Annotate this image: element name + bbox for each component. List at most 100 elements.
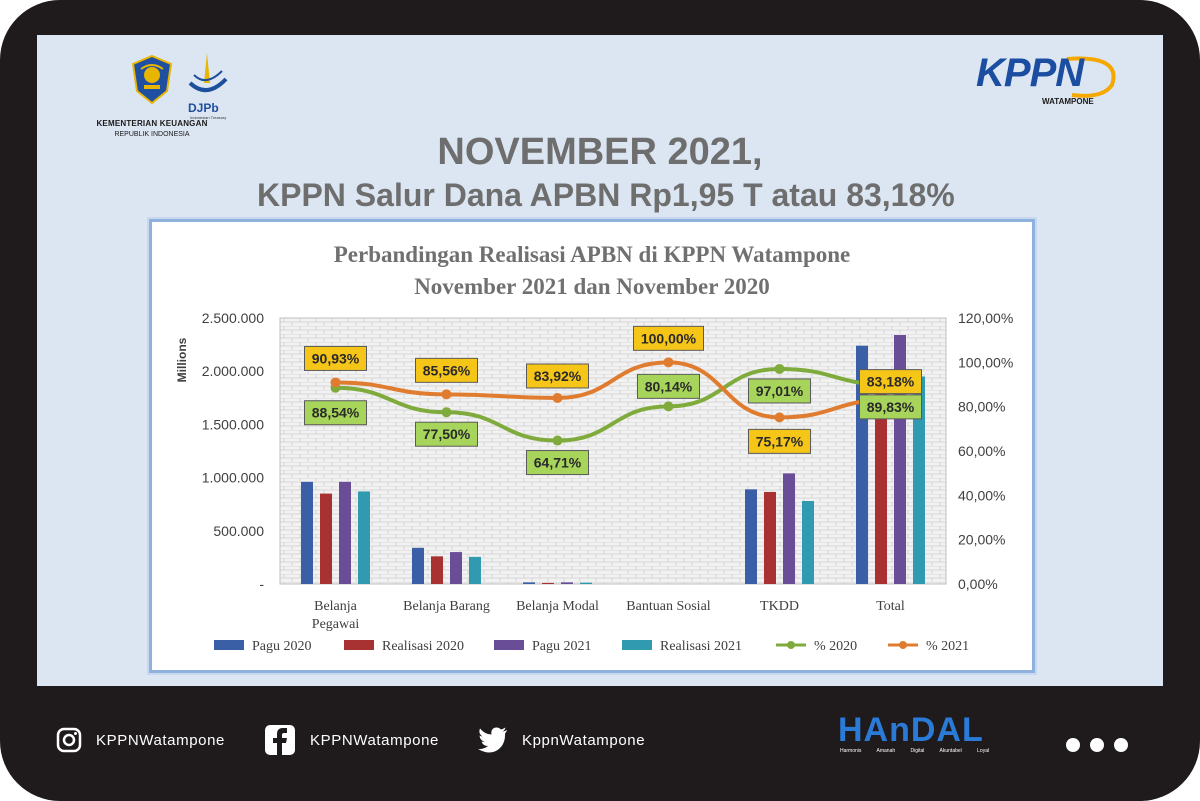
bar	[875, 370, 887, 584]
twitter-handle[interactable]: KppnWatampone	[478, 722, 645, 758]
line-point	[774, 412, 785, 423]
facebook-icon	[265, 725, 295, 755]
data-label: 100,00%	[641, 330, 697, 346]
y-axis-label: Millions	[175, 337, 189, 382]
plot-area	[279, 317, 947, 585]
y2-tick-label: 40,00%	[958, 487, 1005, 503]
djpb-sub: Indonesian Treasury	[190, 115, 227, 120]
apbn-realisasi-chart: Perbandingan Realisasi APBN di KPPN Wata…	[152, 222, 1032, 670]
bar	[913, 376, 925, 584]
bar	[561, 582, 573, 584]
kppn-swoosh-icon	[1066, 56, 1116, 98]
legend-swatch	[494, 640, 524, 650]
data-label: 83,18%	[867, 374, 915, 390]
dot-icon	[1114, 738, 1128, 752]
y2-tick-label: 20,00%	[958, 532, 1005, 548]
chart-title-line2: November 2021 dan November 2020	[414, 274, 770, 299]
twitter-label: KppnWatampone	[522, 731, 646, 749]
legend-label: % 2021	[926, 639, 969, 654]
y-tick-label: 2.000.000	[202, 363, 264, 379]
y2-tick-label: 0,00%	[958, 576, 998, 592]
djpb-label: DJPb	[188, 101, 219, 115]
x-tick-label: Belanja Modal	[516, 599, 599, 614]
headline-summary: KPPN Salur Dana APBN Rp1,95 T atau 83,18…	[257, 177, 955, 213]
line-point	[774, 363, 785, 374]
bar	[783, 473, 795, 584]
bar	[339, 481, 351, 584]
data-label-box	[304, 345, 367, 371]
bar	[580, 582, 592, 584]
data-label-box	[637, 373, 700, 399]
kemenkeu-name: KEMENTERIAN KEUANGAN	[96, 119, 208, 128]
headline-date: NOVEMBER 2021,	[437, 131, 763, 173]
legend-marker	[899, 641, 907, 649]
line-point	[552, 435, 563, 446]
legend-label: Pagu 2020	[252, 639, 312, 654]
dot-icon	[1090, 738, 1104, 752]
data-label: 77,50%	[423, 426, 471, 442]
x-tick-label: Total	[876, 599, 905, 614]
legend-swatch	[214, 640, 244, 650]
kemenkeu-emblem-icon	[131, 55, 173, 105]
bar	[301, 481, 313, 584]
djpb-emblem-icon	[188, 53, 228, 92]
handal-wordmark: HAnDAL	[838, 711, 984, 749]
bar	[523, 582, 535, 584]
more-options-button[interactable]	[1066, 738, 1128, 752]
data-label-box	[748, 378, 811, 404]
y-tick-label: 1.000.000	[202, 470, 264, 486]
y2-tick-label: 120,00%	[958, 310, 1013, 326]
y-tick-label: 2.500.000	[202, 310, 264, 326]
data-label-box	[304, 400, 367, 426]
facebook-label: KPPNWatampone	[310, 731, 439, 749]
y2-tick-label: 100,00%	[958, 354, 1013, 370]
twitter-icon	[478, 727, 507, 753]
line-point	[441, 407, 452, 418]
legend-label: Realisasi 2020	[382, 639, 464, 654]
data-label: 85,56%	[423, 362, 471, 378]
kemenkeu-country: REPUBLIK INDONESIA	[114, 131, 190, 138]
dot-icon	[1066, 738, 1080, 752]
data-label: 75,17%	[756, 433, 804, 449]
legend-swatch	[344, 640, 374, 650]
x-tick-label: Belanja	[314, 599, 358, 614]
x-tick-label: Bantuan Sosial	[626, 599, 710, 614]
data-label: 97,01%	[756, 383, 804, 399]
bar	[469, 556, 481, 584]
djpb-logo: DJPb Indonesian Treasury	[182, 49, 232, 129]
line-point	[663, 357, 674, 368]
data-label-box	[859, 394, 922, 420]
x-tick-label: Belanja Barang	[403, 599, 490, 614]
data-label-box	[415, 357, 478, 383]
data-label: 88,54%	[312, 405, 360, 421]
instagram-handle[interactable]: KPPNWatampone	[56, 722, 225, 758]
series-line	[335, 366, 891, 443]
y-tick-label: -	[259, 576, 264, 592]
y2-tick-label: 80,00%	[958, 399, 1005, 415]
legend-label: % 2020	[814, 639, 857, 654]
data-label: 83,92%	[534, 368, 582, 384]
y-tick-label: 1.500.000	[202, 416, 264, 432]
data-label-box	[526, 450, 589, 476]
facebook-handle[interactable]: KPPNWatampone	[264, 722, 439, 758]
data-label: 64,71%	[534, 455, 582, 471]
kppn-office: WATAMPONE	[1042, 97, 1094, 106]
handal-values: Harmonis Amanah Digital Akuntabel Loyal	[840, 748, 990, 754]
instagram-label: KPPNWatampone	[96, 731, 225, 749]
bar	[542, 582, 554, 584]
bar	[412, 547, 424, 584]
chart-title-line1: Perbandingan Realisasi APBN di KPPN Wata…	[334, 242, 851, 267]
line-point	[330, 377, 341, 388]
y-tick-label: 500.000	[213, 523, 264, 539]
legend-marker	[787, 641, 795, 649]
bar	[745, 489, 757, 584]
y2-tick-label: 60,00%	[958, 443, 1005, 459]
data-label-box	[415, 421, 478, 447]
kppn-logo: KPPN WATAMPONE	[972, 49, 1122, 109]
data-label-box	[748, 428, 811, 454]
x-tick-label: Pegawai	[312, 617, 360, 632]
series-line	[335, 360, 891, 420]
kemenkeu-logo: KEMENTERIAN KEUANGAN REPUBLIK INDONESIA	[87, 55, 217, 145]
x-tick-label: TKDD	[760, 599, 799, 614]
